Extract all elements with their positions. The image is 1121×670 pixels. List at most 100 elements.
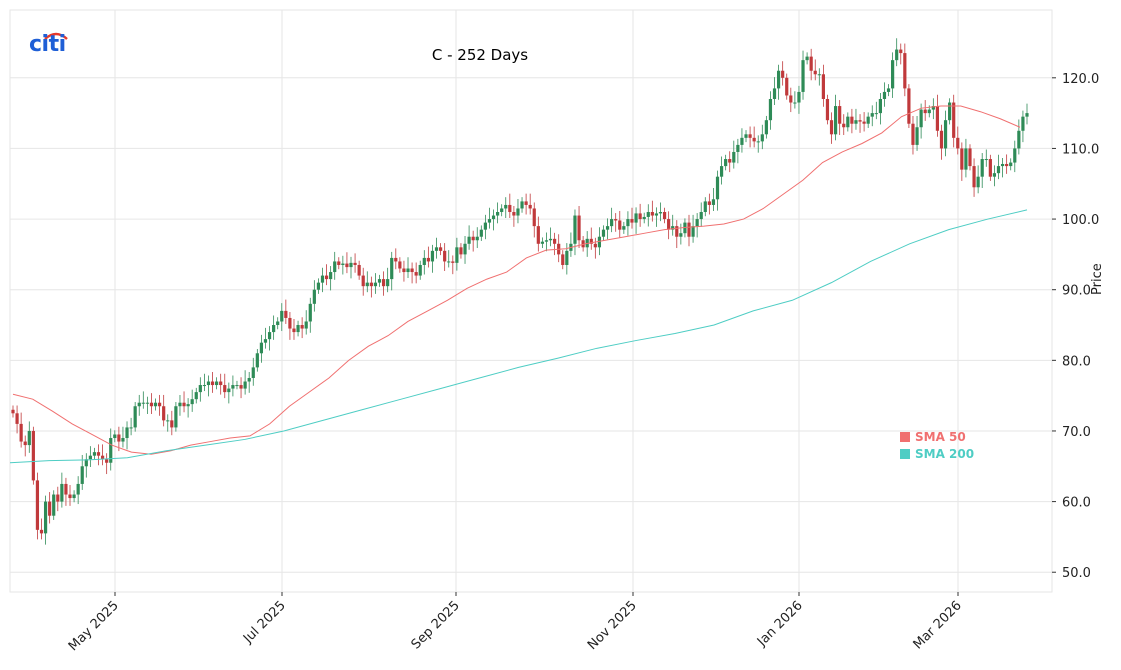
candle-up xyxy=(390,257,394,280)
candle-up xyxy=(308,303,312,322)
candle-down xyxy=(821,74,825,99)
candle-up xyxy=(52,494,56,516)
candle-down xyxy=(935,106,940,131)
candle-down xyxy=(182,402,186,407)
candle-up xyxy=(483,222,487,230)
candle-up xyxy=(679,233,683,237)
candle-up xyxy=(121,438,125,442)
candle-up xyxy=(976,176,980,188)
candle-up xyxy=(72,494,76,499)
candle-up xyxy=(642,216,646,220)
candle-down xyxy=(593,243,597,248)
candle-up xyxy=(80,466,84,484)
candle-down xyxy=(410,268,414,273)
x-tick-label: Mar 2026 xyxy=(911,598,965,652)
candle-up xyxy=(695,219,699,227)
candle-down xyxy=(638,213,642,220)
candle-up xyxy=(137,402,141,407)
candle-down xyxy=(968,148,972,167)
candle-up xyxy=(60,483,64,502)
candle-down xyxy=(149,402,154,407)
candle-up xyxy=(548,238,553,241)
candle-down xyxy=(532,208,536,227)
candle-up xyxy=(919,109,923,128)
citi-logo: citi xyxy=(29,32,66,57)
candle-up xyxy=(467,236,471,244)
candle-down xyxy=(292,328,296,333)
candle-up xyxy=(109,438,113,463)
candle-up xyxy=(601,229,606,237)
candle-up xyxy=(699,212,703,220)
candle-up xyxy=(1025,113,1029,117)
candle-up xyxy=(516,208,520,216)
candle-up xyxy=(544,240,549,242)
candle-up xyxy=(27,430,31,446)
sma50-line xyxy=(12,105,1021,455)
candle-down xyxy=(1005,163,1009,167)
candle-up xyxy=(711,199,716,205)
candle-down xyxy=(100,455,105,460)
candle-down xyxy=(158,402,162,407)
y-tick-label: 60.0 xyxy=(1062,496,1091,511)
candle-up xyxy=(658,212,663,214)
candle-up xyxy=(520,201,524,209)
candle-down xyxy=(288,317,292,329)
legend-item-sma50: SMA 50 xyxy=(900,429,974,446)
candle-up xyxy=(915,127,919,145)
candle-up xyxy=(540,241,544,244)
candle-up xyxy=(145,402,149,404)
candle-up xyxy=(724,159,728,167)
candle-down xyxy=(170,420,174,428)
candle-down xyxy=(300,325,304,329)
candle-up xyxy=(764,120,768,135)
candle-down xyxy=(402,268,406,273)
candle-down xyxy=(524,201,528,205)
candle-up xyxy=(565,250,569,265)
candle-down xyxy=(337,261,341,265)
candle-up xyxy=(610,219,614,227)
candle-up xyxy=(76,483,80,495)
candle-up xyxy=(504,204,508,209)
candle-up xyxy=(251,367,255,378)
candle-up xyxy=(984,159,988,161)
candle-down xyxy=(426,257,430,262)
candle-up xyxy=(276,321,280,326)
candle-down xyxy=(394,257,398,262)
candle-up xyxy=(430,250,435,262)
candle-down xyxy=(748,134,752,138)
candle-up xyxy=(198,385,202,393)
candle-down xyxy=(614,219,618,221)
candle-up xyxy=(719,166,724,177)
y-tick-label: 110.0 xyxy=(1062,142,1099,157)
candle-down xyxy=(781,70,785,78)
candle-down xyxy=(528,204,532,209)
candle-down xyxy=(162,406,166,421)
legend-swatch-sma50 xyxy=(900,432,910,442)
candle-up xyxy=(194,392,198,400)
candle-down xyxy=(687,222,691,237)
candle-up xyxy=(418,264,422,276)
candle-down xyxy=(960,148,964,170)
candle-down xyxy=(988,159,992,177)
candle-up xyxy=(235,385,239,387)
candle-up xyxy=(349,262,353,268)
candle-up xyxy=(874,113,878,115)
legend-label-sma200: SMA 200 xyxy=(915,447,975,461)
candle-down xyxy=(862,121,866,124)
candle-down xyxy=(829,120,834,135)
candle-up xyxy=(133,406,137,428)
candle-down xyxy=(398,261,402,269)
candle-up xyxy=(756,141,760,143)
candle-up xyxy=(691,226,695,237)
candle-up xyxy=(793,102,797,104)
candle-down xyxy=(728,159,732,163)
candle-up xyxy=(882,91,887,99)
legend-item-sma200: SMA 200 xyxy=(900,446,974,463)
candle-up xyxy=(1009,162,1013,167)
candle-up xyxy=(736,144,740,152)
candle-down xyxy=(752,137,756,142)
candle-down xyxy=(911,123,915,145)
candle-up xyxy=(92,452,97,456)
candle-down xyxy=(459,247,463,255)
candle-up xyxy=(817,74,821,76)
